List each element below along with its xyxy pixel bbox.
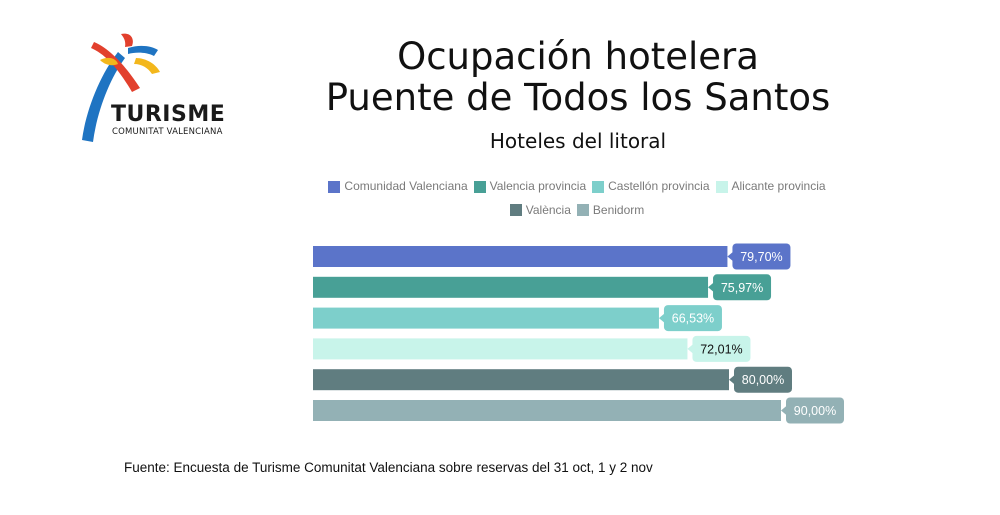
- data-label-box: [692, 335, 751, 362]
- data-label-pointer: [687, 343, 694, 354]
- legend-item[interactable]: Valencia provincia: [473, 176, 587, 197]
- bar[interactable]: [313, 307, 659, 329]
- data-label-text: 75,97%: [721, 281, 763, 295]
- data-label: 72,01%: [687, 335, 751, 362]
- source-note: Fuente: Encuesta de Turisme Comunitat Va…: [124, 460, 653, 475]
- data-label: 79,70%: [727, 243, 791, 270]
- legend-label: Valencia provincia: [489, 179, 587, 193]
- legend-swatch: [473, 180, 486, 193]
- legend-item[interactable]: Benidorm: [576, 200, 645, 221]
- turisme-logo-mark: [82, 33, 160, 142]
- data-label-box: [713, 274, 772, 301]
- data-label-box: [734, 366, 792, 393]
- bar[interactable]: [313, 276, 709, 298]
- chart-legend: Comunidad Valenciana Valencia provincia Ca…: [312, 176, 842, 223]
- data-label-box: [786, 397, 844, 424]
- data-label: 80,00%: [729, 366, 792, 393]
- data-label: 75,97%: [708, 274, 772, 301]
- chart-title: Ocupación hotelera Puente de Todos los S…: [300, 36, 856, 118]
- chart-title-line-1: Ocupación hotelera: [397, 35, 759, 78]
- bar[interactable]: [313, 338, 688, 360]
- legend-label: Comunidad Valenciana: [344, 179, 468, 193]
- data-label-box: [732, 243, 791, 270]
- legend-item[interactable]: Comunidad Valenciana: [328, 176, 468, 197]
- legend-swatch: [592, 180, 605, 193]
- legend-label: Castellón provincia: [608, 179, 710, 193]
- bar[interactable]: [313, 400, 781, 421]
- chart-title-line-2: Puente de Todos los Santos: [325, 76, 831, 119]
- legend-swatch: [715, 180, 728, 193]
- legend-label: València: [525, 202, 571, 217]
- data-label-text: 90,00%: [794, 404, 836, 418]
- legend-swatch: [576, 204, 589, 216]
- legend-item[interactable]: Alicante provincia: [715, 176, 826, 197]
- data-label-pointer: [781, 405, 787, 416]
- legend-item[interactable]: València: [509, 200, 571, 221]
- turisme-logo: TURISME COMUNITAT VALENCIANA: [78, 30, 228, 145]
- data-label-text: 79,70%: [740, 250, 782, 264]
- data-label: 90,00%: [781, 397, 844, 424]
- bar[interactable]: [313, 369, 729, 391]
- legend-item[interactable]: Castellón provincia: [592, 176, 710, 197]
- data-label: 66,53%: [658, 305, 722, 332]
- data-label-box: [663, 305, 722, 332]
- data-label-pointer: [727, 251, 734, 262]
- data-label-pointer: [729, 374, 735, 385]
- data-label-pointer: [708, 282, 715, 293]
- bar[interactable]: [313, 246, 728, 267]
- legend-label: Benidorm: [592, 202, 645, 217]
- data-label-text: 66,53%: [672, 312, 714, 326]
- logo-wordmark: TURISME: [111, 102, 226, 127]
- data-label-pointer: [658, 313, 665, 324]
- legend-swatch: [509, 204, 522, 216]
- chart-subtitle: Hoteles del litoral: [489, 129, 667, 153]
- legend-label: Alicante provincia: [731, 179, 826, 193]
- data-label-text: 72,01%: [700, 342, 742, 356]
- legend-swatch: [328, 180, 341, 193]
- logo-subtitle: COMUNITAT VALENCIANA: [112, 127, 223, 137]
- data-label-text: 80,00%: [742, 373, 784, 387]
